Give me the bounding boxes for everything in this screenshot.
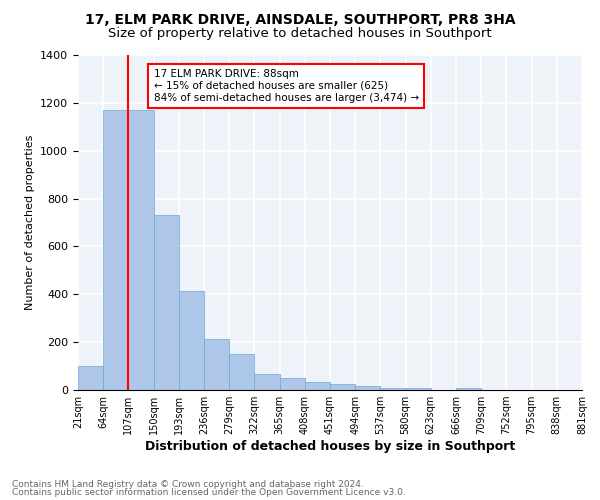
Bar: [254, 374, 280, 390]
Bar: [78, 366, 103, 390]
Bar: [204, 338, 229, 390]
Bar: [305, 382, 330, 390]
Text: Size of property relative to detached houses in Southport: Size of property relative to detached ho…: [108, 28, 492, 40]
Bar: [456, 388, 481, 390]
Bar: [355, 386, 380, 390]
Bar: [280, 378, 305, 390]
Text: 17 ELM PARK DRIVE: 88sqm
← 15% of detached houses are smaller (625)
84% of semi-: 17 ELM PARK DRIVE: 88sqm ← 15% of detach…: [154, 70, 419, 102]
Bar: [229, 354, 254, 390]
Text: Contains public sector information licensed under the Open Government Licence v3: Contains public sector information licen…: [12, 488, 406, 497]
Text: Contains HM Land Registry data © Crown copyright and database right 2024.: Contains HM Land Registry data © Crown c…: [12, 480, 364, 489]
X-axis label: Distribution of detached houses by size in Southport: Distribution of detached houses by size …: [145, 440, 515, 453]
Bar: [103, 110, 128, 390]
Bar: [154, 216, 179, 390]
Y-axis label: Number of detached properties: Number of detached properties: [25, 135, 35, 310]
Bar: [179, 290, 204, 390]
Bar: [128, 110, 154, 390]
Text: 17, ELM PARK DRIVE, AINSDALE, SOUTHPORT, PR8 3HA: 17, ELM PARK DRIVE, AINSDALE, SOUTHPORT,…: [85, 12, 515, 26]
Bar: [406, 388, 431, 390]
Bar: [380, 388, 406, 390]
Bar: [330, 384, 355, 390]
